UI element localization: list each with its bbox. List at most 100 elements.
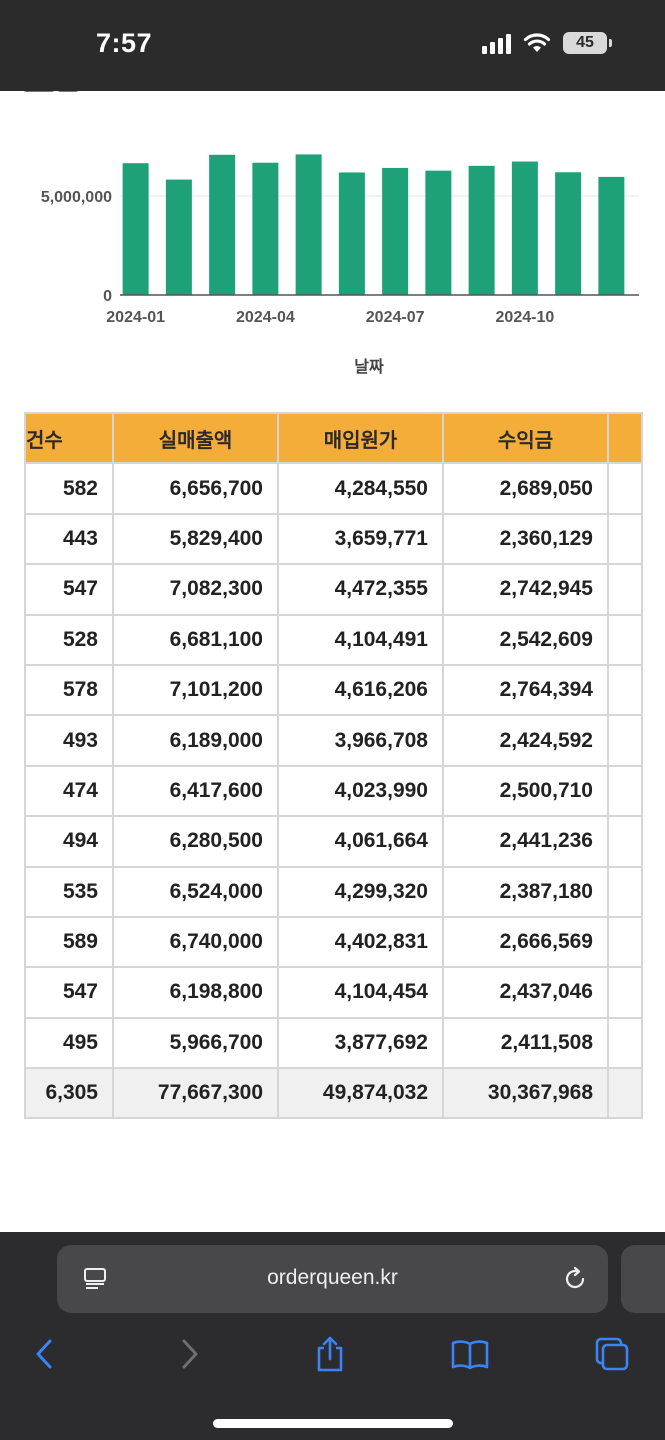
bar-2024-11[interactable] xyxy=(555,172,582,295)
signal-icon xyxy=(482,32,511,54)
header-sales[interactable]: 실매출액 xyxy=(112,411,279,465)
browser-bottom-bar: orderqueen.kr xyxy=(0,1232,665,1440)
cell-sales: 6,280,500 xyxy=(112,815,279,868)
url-text[interactable]: orderqueen.kr xyxy=(267,1266,398,1289)
cell-extra xyxy=(607,512,643,566)
x-tick-label: 2024-10 xyxy=(496,309,555,326)
cell-cost: 3,659,771 xyxy=(277,512,444,566)
bar-2024-05[interactable] xyxy=(295,154,322,295)
table-row: 494 6,280,500 4,061,664 2,441,236 xyxy=(24,815,643,868)
page-content: 0 5,000,000 2024-01 2024-04 2024-07 2024-10 … xyxy=(0,91,665,1232)
cell-profit: 2,500,710 xyxy=(442,764,609,818)
cell-profit: 2,424,592 xyxy=(442,714,609,767)
bar-2024-04[interactable] xyxy=(252,162,279,295)
cell-cost: 4,299,320 xyxy=(277,865,444,918)
chart-bars xyxy=(122,154,625,295)
cell-count: 443 xyxy=(24,512,114,566)
cell-profit: 2,387,180 xyxy=(442,865,609,918)
cell-profit: 2,689,050 xyxy=(442,462,609,515)
cell-sales: 6,524,000 xyxy=(112,865,279,918)
y-tick-labels: 0 5,000,000 xyxy=(41,189,112,305)
share-icon xyxy=(317,1336,343,1372)
cell-extra xyxy=(607,915,643,969)
status-time: 7:57 xyxy=(96,28,153,58)
bar-2024-03[interactable] xyxy=(209,154,236,295)
cell-sales: 6,656,700 xyxy=(112,462,279,515)
cell-profit: 2,411,508 xyxy=(442,1016,609,1070)
bar-2024-10[interactable] xyxy=(511,161,538,295)
cell-count: 578 xyxy=(24,663,114,717)
battery-icon: 45 xyxy=(563,32,612,54)
cell-sales: 6,198,800 xyxy=(112,966,279,1019)
cell-profit: 2,542,609 xyxy=(442,613,609,666)
cell-cost: 4,023,990 xyxy=(277,764,444,818)
bar-2024-09[interactable] xyxy=(468,165,495,295)
cell-cost: 3,966,708 xyxy=(277,714,444,767)
cell-count: 494 xyxy=(24,815,114,868)
back-button[interactable] xyxy=(24,1332,64,1376)
table-row: 495 5,966,700 3,877,692 2,411,508 xyxy=(24,1016,643,1070)
share-button[interactable] xyxy=(310,1332,350,1376)
cell-count: 528 xyxy=(24,613,114,666)
cell-sales: 5,829,400 xyxy=(112,512,279,566)
tabs-icon xyxy=(595,1337,629,1371)
status-icons: 45 xyxy=(482,32,612,54)
cell-profit: 2,441,236 xyxy=(442,815,609,868)
cell-cost: 4,616,206 xyxy=(277,663,444,717)
bar-2024-08[interactable] xyxy=(425,170,452,295)
cell-count: 582 xyxy=(24,462,114,515)
cell-cost: 4,402,831 xyxy=(277,915,444,969)
bar-2024-06[interactable] xyxy=(338,172,365,295)
cell-count: 474 xyxy=(24,764,114,818)
tabs-button[interactable] xyxy=(592,1332,632,1376)
next-tab-pill[interactable] xyxy=(621,1245,665,1313)
home-indicator[interactable] xyxy=(213,1419,453,1428)
cell-sales: 6,417,600 xyxy=(112,764,279,818)
cell-count: 547 xyxy=(24,966,114,1019)
cell-extra xyxy=(607,1016,643,1070)
y-tick-label: 5,000,000 xyxy=(41,189,112,206)
cell-sales: 6,189,000 xyxy=(112,714,279,767)
cell-profit: 2,666,569 xyxy=(442,915,609,969)
cell-count: 589 xyxy=(24,915,114,969)
table-row: 443 5,829,400 3,659,771 2,360,129 xyxy=(24,512,643,566)
cell-cost: 3,877,692 xyxy=(277,1016,444,1070)
total-count: 6,305 xyxy=(24,1067,114,1120)
cell-sales: 7,101,200 xyxy=(112,663,279,717)
forward-icon xyxy=(182,1339,198,1369)
total-sales: 77,667,300 xyxy=(112,1067,279,1120)
bar-2024-07[interactable] xyxy=(382,167,409,295)
cell-cost: 4,472,355 xyxy=(277,563,444,616)
table-row: 493 6,189,000 3,966,708 2,424,592 xyxy=(24,714,643,767)
table-row: 582 6,656,700 4,284,550 2,689,050 xyxy=(24,462,643,515)
sales-table: 건수 실매출액 매입원가 수익금 582 6,656,700 4,284,550 2,… xyxy=(24,411,643,1120)
reload-icon[interactable] xyxy=(562,1266,588,1292)
bookmarks-icon xyxy=(451,1340,489,1370)
header-profit[interactable]: 수익금 xyxy=(442,411,609,465)
cell-extra xyxy=(607,462,643,515)
cell-cost: 4,104,491 xyxy=(277,613,444,666)
bar-chart: 05,000,000 2024-01 2024-04 2024-07 2024-10 … xyxy=(41,154,639,376)
cell-cost: 4,061,664 xyxy=(277,815,444,868)
address-bar[interactable]: orderqueen.kr xyxy=(57,1245,608,1313)
bar-2024-02[interactable] xyxy=(165,179,192,295)
header-count[interactable]: 건수 xyxy=(24,411,114,465)
cell-extra xyxy=(607,663,643,717)
bar-2024-01[interactable] xyxy=(122,163,149,295)
reader-icon[interactable] xyxy=(83,1267,107,1291)
x-tick-labels: 2024-01 2024-04 2024-07 2024-10 xyxy=(106,309,554,326)
total-extra xyxy=(607,1067,643,1120)
table-row: 528 6,681,100 4,104,491 2,542,609 xyxy=(24,613,643,666)
cell-sales: 5,966,700 xyxy=(112,1016,279,1070)
x-tick-label: 2024-07 xyxy=(366,309,425,326)
bookmarks-button[interactable] xyxy=(450,1332,490,1376)
header-cost[interactable]: 매입원가 xyxy=(277,411,444,465)
header-extra xyxy=(607,411,643,465)
forward-button[interactable] xyxy=(170,1332,210,1376)
cell-cost: 4,104,454 xyxy=(277,966,444,1019)
x-axis-label: 날짜 xyxy=(354,357,384,376)
cell-cost: 4,284,550 xyxy=(277,462,444,515)
cell-extra xyxy=(607,815,643,868)
cell-count: 547 xyxy=(24,563,114,616)
bar-2024-12[interactable] xyxy=(598,176,625,295)
